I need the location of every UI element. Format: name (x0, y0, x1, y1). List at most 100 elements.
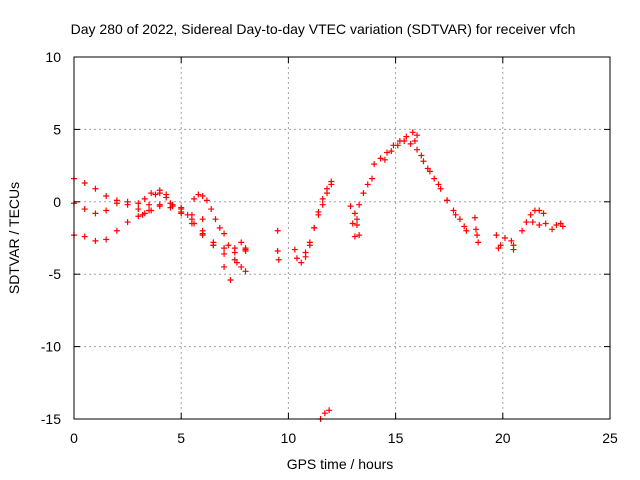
x-tick-label: 5 (177, 430, 185, 446)
data-point (195, 191, 202, 198)
data-point (216, 224, 223, 231)
data-point (351, 233, 358, 240)
data-point (148, 207, 155, 214)
data-point (559, 223, 566, 230)
data-point (275, 256, 282, 263)
data-point (356, 201, 363, 208)
data-point (191, 195, 198, 202)
series-track-l (351, 210, 363, 239)
data-point (242, 268, 249, 275)
data-point (349, 220, 356, 227)
data-point (369, 175, 376, 182)
data-point (212, 216, 219, 223)
data-point (135, 213, 142, 220)
data-point (463, 227, 470, 234)
data-point (536, 207, 543, 214)
y-tick-label: 5 (53, 121, 61, 137)
data-point (221, 230, 228, 237)
data-point (156, 201, 163, 208)
x-tick-label: 10 (281, 430, 297, 446)
data-point (81, 206, 88, 213)
data-point (431, 175, 438, 182)
data-point (450, 207, 457, 214)
data-point (377, 155, 384, 162)
data-point (92, 237, 99, 244)
data-point (444, 197, 451, 204)
data-point (306, 239, 313, 246)
series-track-s (519, 207, 547, 234)
data-point (424, 165, 431, 172)
data-point (364, 181, 371, 188)
data-point (321, 410, 328, 417)
series-track-o (411, 137, 470, 234)
data-point (497, 242, 504, 249)
data-point (401, 137, 408, 144)
data-point (456, 216, 463, 223)
series-track-b (71, 187, 249, 256)
data-point (227, 276, 234, 283)
data-point (315, 211, 322, 218)
data-point (381, 156, 388, 163)
series-track-q (493, 232, 508, 252)
data-point (435, 181, 442, 188)
data-point (328, 181, 335, 188)
data-point (146, 201, 153, 208)
data-point (199, 216, 206, 223)
data-point (553, 221, 560, 228)
data-point (135, 206, 142, 213)
data-point (409, 129, 416, 136)
data-point (113, 227, 120, 234)
series-track-p (471, 214, 482, 246)
data-point (139, 211, 146, 218)
data-point (493, 232, 500, 239)
data-point (178, 206, 185, 213)
data-point (523, 219, 530, 226)
data-point (274, 248, 281, 255)
data-point (225, 242, 232, 249)
x-tick-label: 25 (602, 430, 618, 446)
data-point (403, 133, 410, 140)
data-point (163, 194, 170, 201)
data-point (124, 198, 131, 205)
data-point (326, 407, 333, 414)
data-point (407, 140, 414, 147)
x-tick-label: 0 (70, 430, 78, 446)
data-point (510, 246, 517, 253)
data-point (221, 245, 228, 252)
series-track-h (291, 178, 335, 266)
data-point (103, 207, 110, 214)
data-point (384, 149, 391, 156)
y-tick-label: -15 (41, 411, 61, 427)
data-point (92, 210, 99, 217)
series-track-m (371, 129, 421, 168)
data-point (527, 211, 534, 218)
data-point (208, 206, 215, 213)
data-point (113, 200, 120, 207)
data-point (414, 132, 421, 139)
data-point (529, 219, 536, 226)
data-point (231, 245, 238, 252)
data-point (519, 227, 526, 234)
data-point (199, 193, 206, 200)
data-point (221, 250, 228, 257)
data-point (169, 201, 176, 208)
data-point (420, 158, 427, 165)
y-tick-label: -10 (41, 339, 61, 355)
data-point (471, 214, 478, 221)
series-track-f (225, 239, 249, 255)
data-point (191, 220, 198, 227)
series-track-t (529, 219, 566, 233)
data-point (354, 221, 361, 228)
data-point (203, 197, 210, 204)
data-point (210, 242, 217, 249)
data-point (452, 211, 459, 218)
data-point (542, 220, 549, 227)
series-track-c (71, 200, 206, 244)
series-track-n (381, 137, 468, 230)
data-point (298, 259, 305, 266)
data-point (411, 137, 418, 144)
data-point (508, 237, 515, 244)
data-points (71, 129, 566, 422)
data-point (536, 221, 543, 228)
